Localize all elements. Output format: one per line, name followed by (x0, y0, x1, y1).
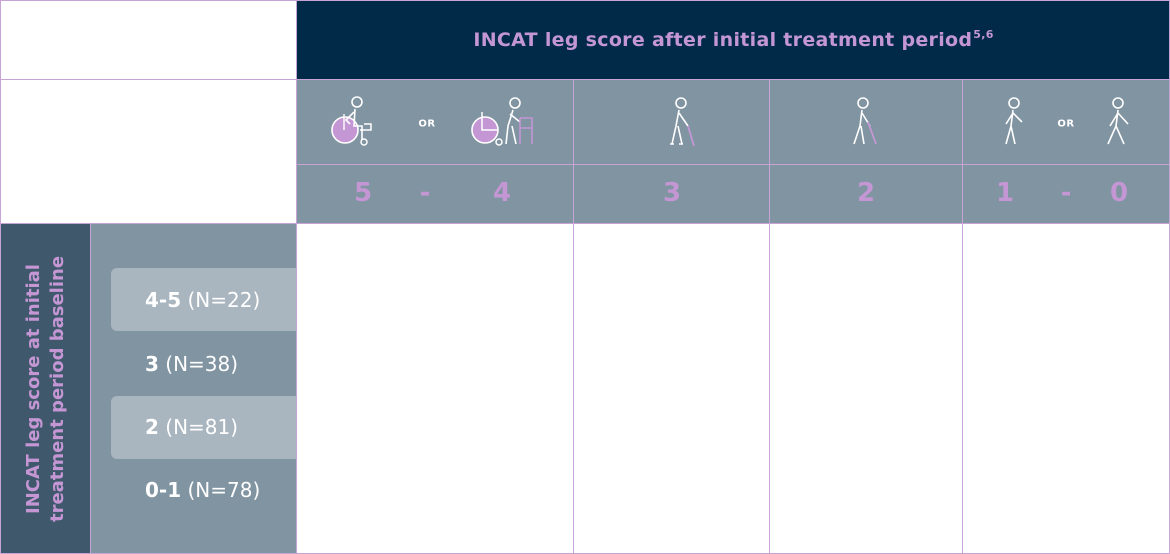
grid-line (297, 164, 1170, 165)
header-title: INCAT leg score after initial treatment … (473, 28, 994, 51)
grid-line (0, 79, 1170, 80)
score-dash-2: - (1060, 178, 1072, 208)
or-label-1: OR (418, 118, 436, 130)
score-3: 3 (662, 178, 682, 208)
walking-cane-icon (853, 97, 877, 145)
table-body (297, 224, 1170, 554)
grid-line (296, 0, 297, 554)
row-header-band (0, 224, 91, 554)
grid-line (962, 79, 963, 554)
score-1: 1 (995, 178, 1015, 208)
score-4: 4 (492, 178, 512, 208)
side-label: INCAT leg score at initial treatment per… (23, 255, 68, 523)
score-dash-1: - (419, 178, 431, 208)
walking-person-icon (1005, 97, 1023, 145)
row-label-2: 2 (N=81) (145, 415, 239, 439)
or-label-2: OR (1057, 118, 1075, 130)
walking-cane-icon (670, 97, 695, 147)
wheelchair-icon (331, 96, 372, 146)
mid-left-blank (0, 79, 297, 224)
grid-line (90, 224, 91, 554)
score-0: 0 (1109, 178, 1129, 208)
grid-line (0, 223, 1170, 224)
column-header: INCAT leg score after initial treatment … (297, 0, 1170, 79)
grid-line (769, 79, 770, 554)
row-label-0-1: 0-1 (N=78) (145, 478, 261, 502)
row-band-1 (111, 268, 297, 331)
row-band-3 (111, 396, 297, 459)
icon-row (297, 79, 1170, 164)
grid-line (0, 0, 1, 554)
walking-person-icon (1107, 97, 1129, 145)
grid-line (0, 0, 1170, 1)
score-5: 5 (353, 178, 373, 208)
grid-line (573, 79, 574, 554)
top-left-blank (0, 0, 297, 79)
score-2: 2 (856, 178, 876, 208)
score-row (297, 164, 1170, 224)
wheelchair-walker-icon (471, 97, 533, 146)
row-label-4-5: 4-5 (N=22) (145, 288, 261, 312)
row-label-3: 3 (N=38) (145, 352, 239, 376)
